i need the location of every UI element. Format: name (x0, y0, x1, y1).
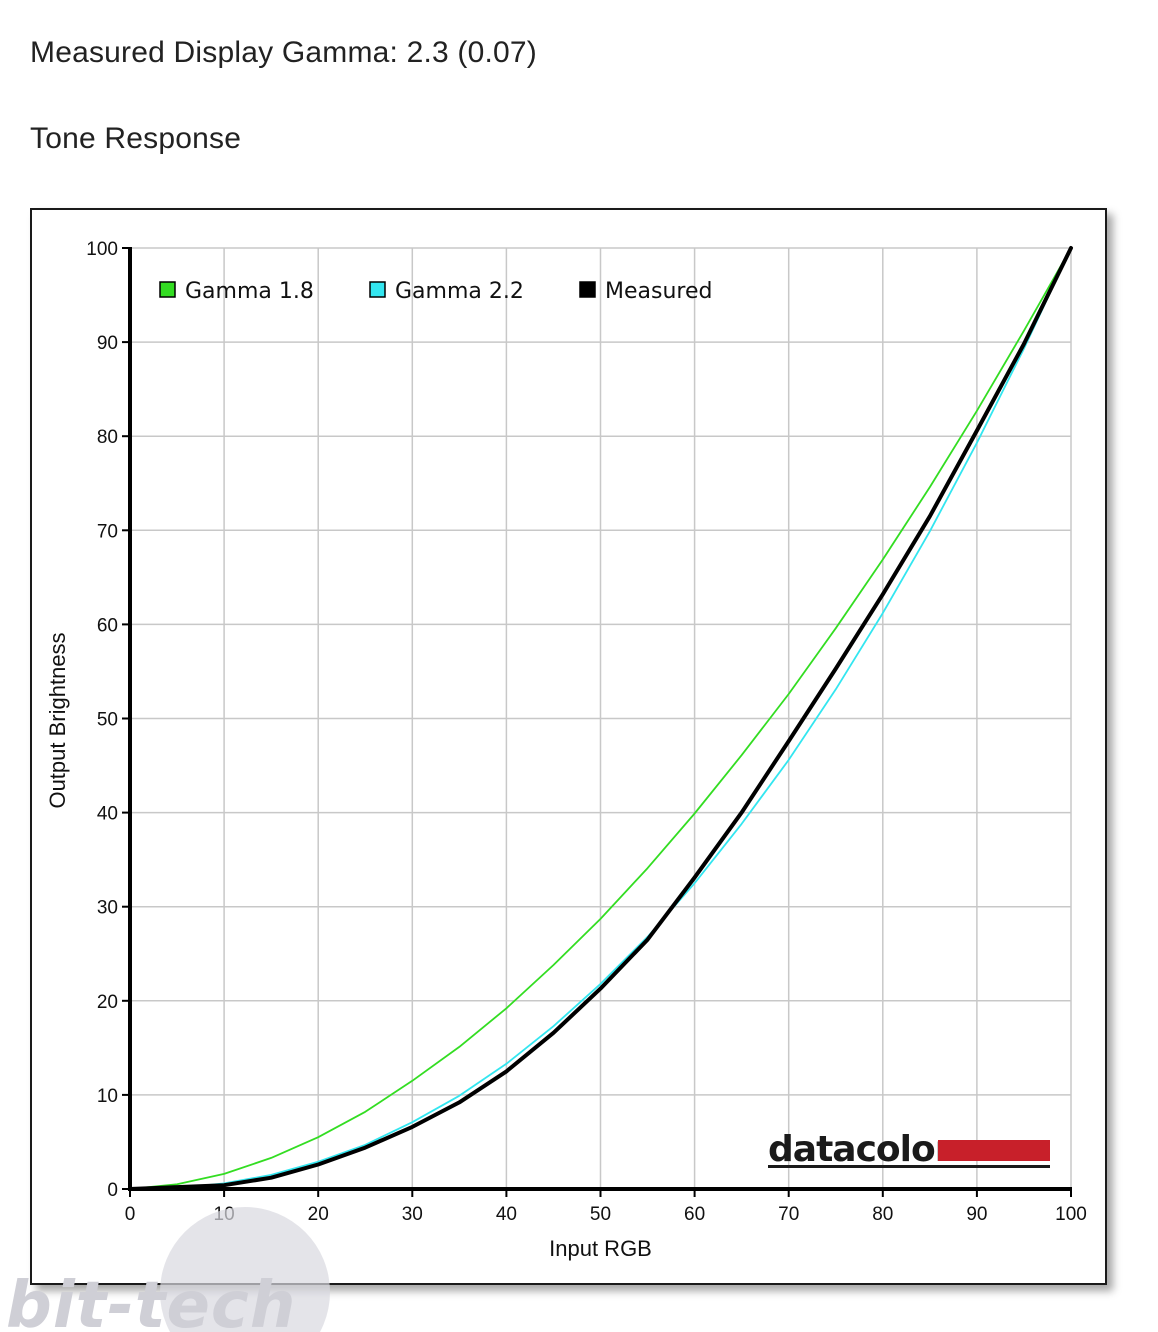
x-tick-label: 100 (1055, 1204, 1087, 1225)
x-tick-label: 70 (778, 1204, 799, 1225)
legend: Gamma 1.8 Gamma 2.2 Measured (159, 279, 712, 304)
y-tick-label: 50 (97, 710, 118, 731)
watermark-text: bit-tech (6, 1269, 296, 1332)
datacolor-logo-underline (768, 1165, 1050, 1168)
x-tick-label: 30 (402, 1204, 423, 1225)
y-tick-label: 90 (97, 333, 118, 354)
series-lines (128, 246, 1073, 1191)
x-tick-label: 80 (872, 1204, 893, 1225)
y-tick-label: 0 (107, 1180, 118, 1201)
bit-tech-watermark: bit-tech (6, 1207, 330, 1332)
y-axis-title: Output Brightness (45, 632, 70, 808)
legend-label-0: Gamma 1.8 (185, 279, 314, 304)
y-tick-label: 40 (97, 804, 118, 825)
series-line-0 (129, 247, 1072, 1190)
y-tick-label: 80 (97, 427, 118, 448)
chart-canvas: 0102030405060708090100010203040506070809… (45, 239, 1087, 1261)
x-tick-label: 40 (496, 1204, 517, 1225)
y-tick-label: 30 (97, 898, 118, 919)
x-axis-title: Input RGB (549, 1236, 652, 1261)
x-tick-label: 60 (684, 1204, 705, 1225)
tone-response-chart: 0102030405060708090100010203040506070809… (30, 208, 1107, 1285)
x-tick-label: 50 (590, 1204, 611, 1225)
datacolor-logo-bar (938, 1140, 1050, 1161)
series-line-1 (129, 247, 1072, 1190)
y-tick-label: 10 (97, 1086, 118, 1107)
watermark-disc (160, 1207, 330, 1332)
x-tick-label: 0 (125, 1204, 136, 1225)
legend-label-2: Measured (605, 279, 712, 304)
y-tick-label: 100 (86, 239, 118, 260)
legend-label-1: Gamma 2.2 (395, 279, 524, 304)
x-tick-label: 20 (308, 1204, 329, 1225)
measured-gamma-title: Measured Display Gamma: 2.3 (0.07) (30, 36, 538, 69)
tone-response-title: Tone Response (30, 122, 242, 155)
legend-swatch-2 (579, 281, 596, 298)
grid (129, 247, 1072, 1190)
legend-swatch-0 (159, 281, 176, 298)
x-tick-label: 90 (966, 1204, 987, 1225)
y-tick-label: 20 (97, 992, 118, 1013)
datacolor-logo-text: datacolor (768, 1129, 953, 1170)
legend-swatch-1 (369, 281, 386, 298)
datacolor-logo: datacolor (768, 1129, 1050, 1170)
y-tick-label: 60 (97, 615, 118, 636)
series-line-2 (128, 246, 1073, 1191)
axes: 0102030405060708090100010203040506070809… (45, 239, 1087, 1261)
y-tick-label: 70 (97, 521, 118, 542)
